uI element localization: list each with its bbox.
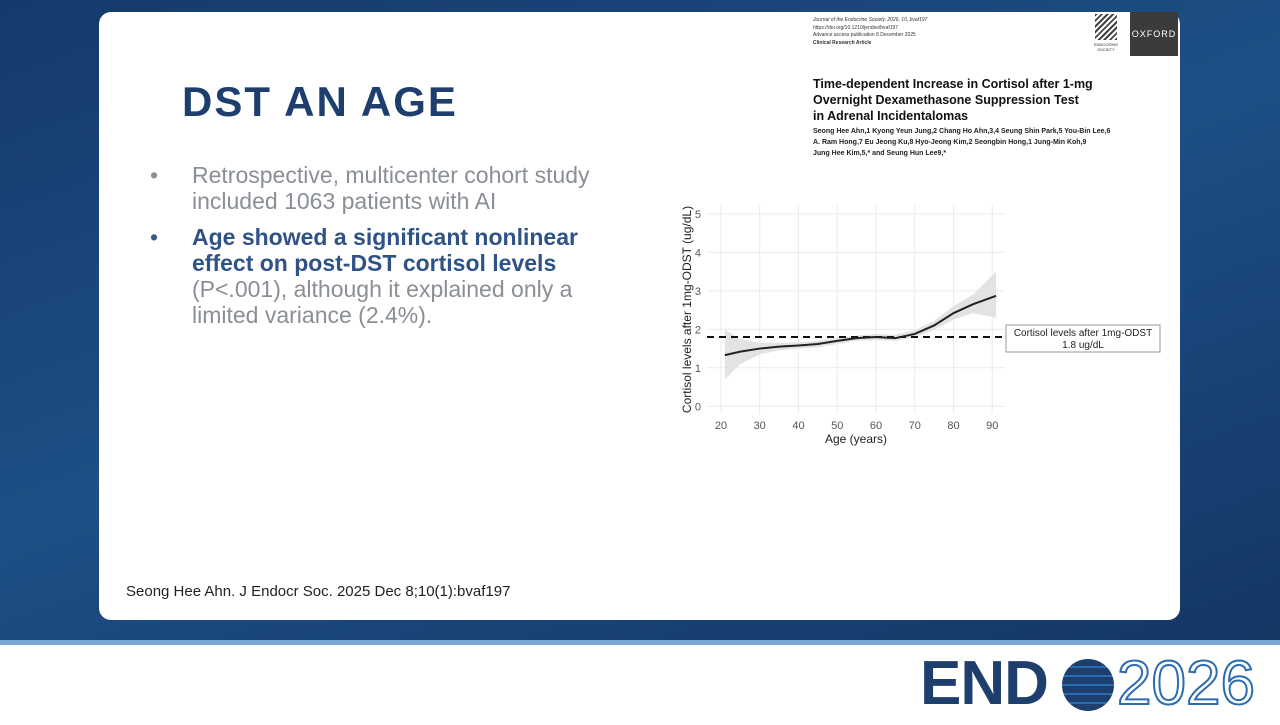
bullet-text: Retrospective, multicenter cohort study … [192,162,590,214]
citation: Seong Hee Ahn. J Endocr Soc. 2025 Dec 8;… [126,583,511,600]
title-line: Overnight Dexamethasone Suppression Test [813,93,1079,107]
publisher-logo: OXFORD [1130,12,1178,56]
y-tick-label: 5 [695,209,701,221]
article-meta: Journal of the Endocrine Society, 2026, … [813,17,927,47]
legend-box [1005,324,1161,353]
bullet-text: (P<.001), although it explained only a l… [192,276,573,328]
author-line: A. Ram Hong,7 Eu Jeong Ku,8 Hyo-Jeong Ki… [813,139,1087,146]
chart: 0 1 2 3 4 5 20 30 40 50 60 70 80 90 Age (years) Cortiso… [680,205,1161,446]
x-tick-label: 50 [831,420,843,432]
y-axis-label: Cortisol levels after 1mg-ODST (ug/dL) [680,206,694,413]
x-tick-label: 30 [754,420,766,432]
bullet: Retrospective, multicenter cohort study … [150,162,630,214]
x-tick-label: 20 [715,420,727,432]
x-axis-label: Age (years) [825,432,887,446]
society-name: ENDOCRINE SOCIETY [1093,42,1118,52]
author-line: Seong Hee Ahn,1 Kyong Yeun Jung,2 Chang … [813,128,1111,135]
meta-line: Advance access publication 8 December 20… [813,32,916,38]
author-line: Jung Hee Kim,5,* and Seung Hun Lee9,* [813,150,947,157]
confidence-band [724,271,997,380]
title-line: Time-dependent Increase in Cortisol afte… [813,77,1093,91]
x-tick-label: 90 [986,420,998,432]
article-authors: Seong Hee Ahn,1 Kyong Yeun Jung,2 Chang … [813,126,1110,159]
publisher-name: OXFORD [1131,29,1177,39]
line [724,294,997,357]
y-tick-label: 2 [695,324,701,336]
x-tick-label: 60 [870,420,882,432]
meta-line: Journal of the Endocrine Society, 2026, … [813,17,928,23]
society-logo: ENDOCRINE SOCIETY [1088,14,1124,52]
y-tick-label: 3 [695,286,701,298]
meta-line: Clinical Research Article [813,39,872,46]
x-tick-label: 70 [909,420,921,432]
logo-year: 2026 [1116,648,1256,719]
bullet-bold: Age showed a significant nonlinear effec… [192,224,578,276]
meta-line: https://doi.org/10.1210/jendso/bvaf197 [813,24,899,31]
slide-title: DST AN AGE [182,78,458,125]
society-mark [1095,14,1117,40]
y-tick-label: 4 [695,247,701,259]
y-tick-label: 0 [695,401,701,413]
x-tick-label: 40 [792,420,804,432]
y-tick-label: 1 [695,363,701,375]
annotation-value: 1.8 ug/dL [1062,340,1104,351]
annotation-title: Cortisol levels after 1mg-ODST [1014,328,1152,339]
x-tick-label: 80 [947,420,959,432]
title-line: in Adrenal Incidentalomas [813,109,969,123]
logo-globe [1062,659,1114,711]
logo-text: END [920,649,1049,718]
bullets: Retrospective, multicenter cohort study … [150,162,630,338]
article-title: Time-dependent Increase in Cortisol afte… [813,76,1093,124]
bullet: Age showed a significant nonlinear effec… [150,224,630,328]
